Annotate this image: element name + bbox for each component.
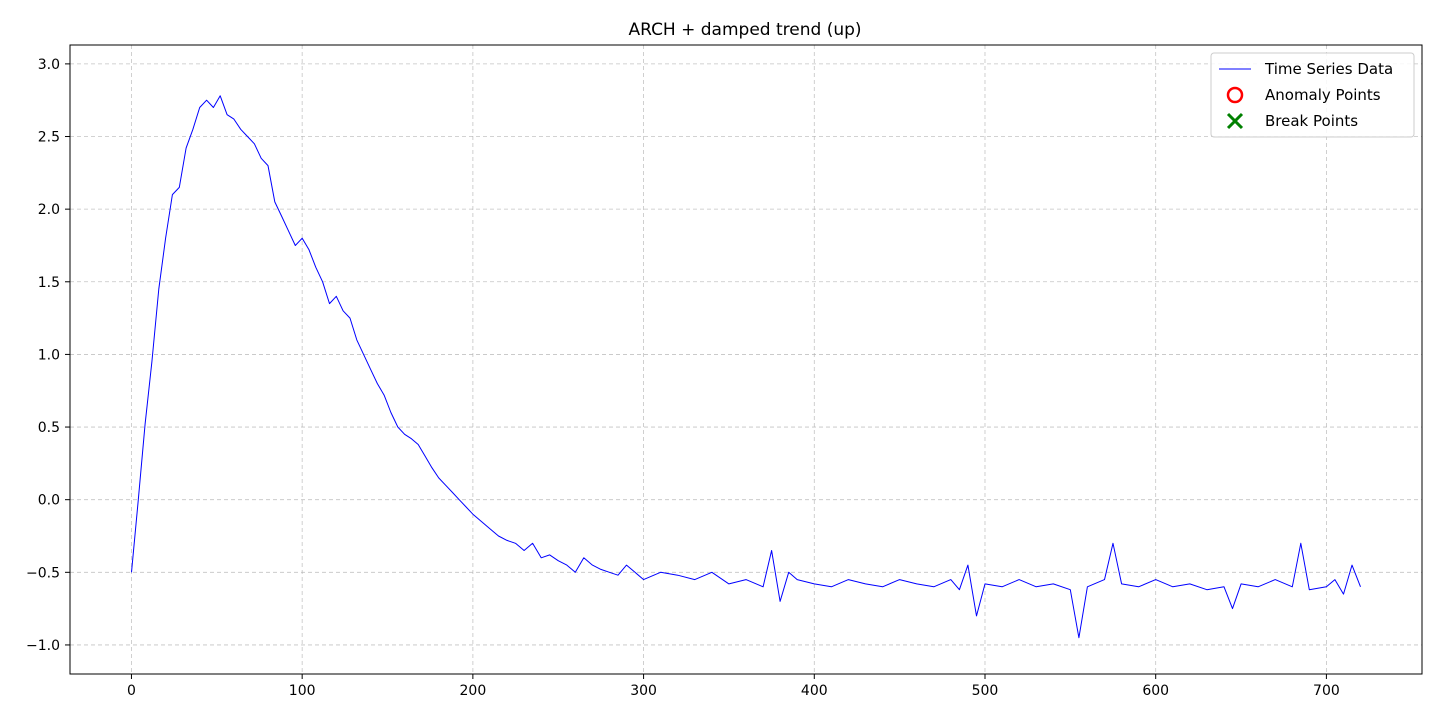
legend-item-1: Anomaly Points — [1226, 86, 1381, 104]
x-tick-label-2: 200 — [460, 683, 487, 699]
grid — [70, 45, 1422, 674]
axis-ticks: 0 100 200 300 400 500 600 700 −1.0 −0.5 0.0 0.5 1.0 1… — [26, 57, 1340, 699]
legend-circle-marker — [1226, 86, 1244, 104]
x-tick-label-3: 300 — [630, 683, 657, 699]
y-tick-label-1: −0.5 — [26, 565, 60, 581]
y-tick-label-4: 1.0 — [38, 347, 60, 363]
series-layer — [131, 95, 1361, 639]
legend-x-marker — [1226, 112, 1244, 130]
y-tick-label-6: 2.0 — [38, 202, 60, 218]
x-tick-label-7: 700 — [1313, 683, 1340, 699]
legend: Time Series Data Anomaly Points Break Poin… — [1210, 52, 1415, 138]
x-tick-label-6: 600 — [1142, 683, 1169, 699]
x-tick-label-1: 100 — [289, 683, 316, 699]
y-tick-label-2: 0.0 — [38, 493, 60, 509]
plot-frame — [69, 44, 1423, 675]
legend-label-2: Break Points — [1265, 112, 1358, 130]
y-tick-label-7: 2.5 — [38, 130, 60, 146]
legend-item-2: Break Points — [1226, 112, 1358, 130]
y-tick-label-3: 0.5 — [38, 420, 60, 436]
legend-item-0: Time Series Data — [1219, 60, 1393, 78]
series-line-0 — [131, 95, 1361, 639]
legend-label-1: Anomaly Points — [1265, 86, 1381, 104]
legend-label-0: Time Series Data — [1264, 60, 1393, 78]
y-tick-label-5: 1.5 — [38, 275, 60, 291]
y-tick-label-8: 3.0 — [38, 57, 60, 73]
chart-title: ARCH + damped trend (up) — [628, 20, 861, 40]
x-tick-label-0: 0 — [127, 683, 136, 699]
y-tick-label-0: −1.0 — [26, 638, 60, 654]
x-tick-label-4: 400 — [801, 683, 828, 699]
legend-box — [1210, 52, 1415, 138]
x-tick-label-5: 500 — [972, 683, 999, 699]
